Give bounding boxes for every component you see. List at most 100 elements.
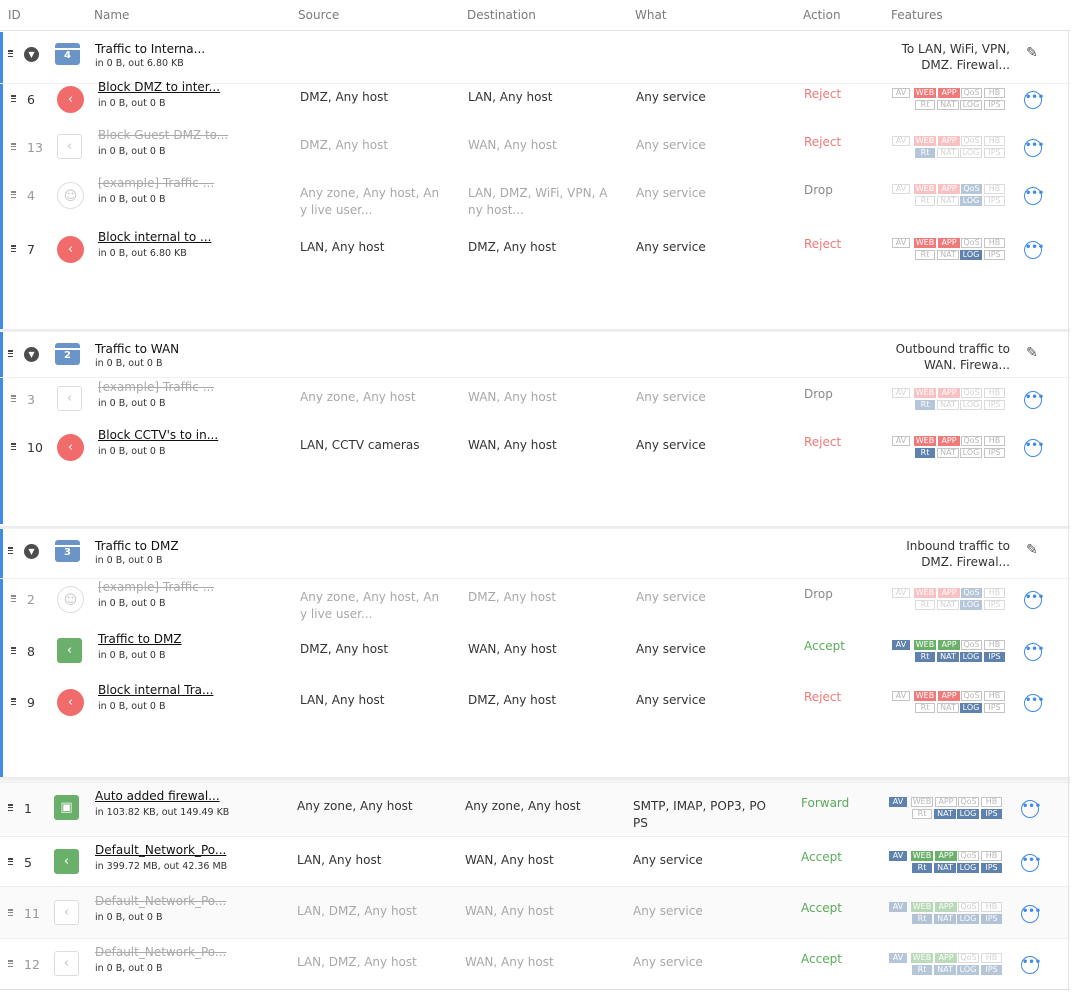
table-row[interactable]: 8 ‹ Traffic to DMZ in 0 B, out 0 B DMZ, Any … [3,626,1072,677]
drag-handle-icon[interactable] [11,647,16,656]
rule-action: Reject [804,690,842,704]
rule-name-link[interactable]: Default_Network_Po... [95,894,227,908]
feature-badge-ips: IPS [981,809,1002,819]
col-source[interactable]: Source [298,8,340,22]
rule-what-line: Any service [636,240,706,254]
table-row[interactable]: 9 ‹ Block internal Tra... in 0 B, out 0 B LA… [3,677,1072,728]
col-action[interactable]: Action [803,8,841,22]
rule-destination-line: LAN, DMZ, WiFi, VPN, A [468,186,608,200]
feature-badge-hb: HB [981,953,1002,963]
rule-name-link[interactable]: Block CCTV's to in... [98,428,219,442]
col-destination[interactable]: Destination [467,8,536,22]
chevron-down-icon[interactable]: ▼ [24,347,39,362]
pencil-icon[interactable]: ✎ [1026,542,1038,558]
rule-id: 1 [24,801,32,816]
table-row[interactable]: 5 ‹ Default_Network_Po... in 399.72 MB, out… [0,839,1070,887]
col-name[interactable]: Name [94,8,130,22]
rule-what-line: PS [633,816,648,830]
drag-handle-icon[interactable] [11,191,16,200]
rule-destination: WAN, Any host [465,954,554,971]
drag-handle-icon[interactable] [11,443,16,452]
rule-id: 7 [27,242,35,257]
more-icon[interactable]: ••• [1021,956,1041,974]
share-icon: ‹ [54,900,79,925]
more-icon[interactable]: ••• [1024,91,1044,109]
drag-handle-icon[interactable] [11,595,16,604]
feature-badge-rt: Rt [915,148,935,158]
more-icon[interactable]: ••• [1024,439,1044,457]
more-icon[interactable]: ••• [1024,241,1044,259]
rule-stats: in 0 B, out 0 B [98,446,166,457]
rule-action: Drop [804,183,833,197]
drag-handle-icon[interactable] [8,858,13,867]
more-icon[interactable]: ••• [1024,139,1044,157]
rule-name-link[interactable]: [example] Traffic ... [98,176,215,190]
pencil-icon[interactable]: ✎ [1026,345,1038,361]
table-row[interactable]: 10 ‹ Block CCTV's to in... in 0 B, out 0 B L… [3,424,1072,472]
drag-handle-icon[interactable] [8,547,13,556]
feature-badge-rt: Rt [915,703,935,713]
rule-source-line: DMZ, Any host [300,138,389,152]
rule-stats: in 0 B, out 0 B [98,194,166,205]
more-icon[interactable]: ••• [1021,800,1041,818]
table-row[interactable]: 4 ☺ [example] Traffic ... in 0 B, out 0 B An… [3,172,1072,220]
rule-name-link[interactable]: Default_Network_Po... [95,843,227,857]
more-icon[interactable]: ••• [1021,854,1041,872]
rule-name-link[interactable]: Default_Network_Po... [95,945,227,959]
more-icon[interactable]: ••• [1024,643,1044,661]
rule-what: Any service [633,954,703,971]
rule-action: Reject [804,237,842,251]
rule-name-link[interactable]: Block DMZ to inter... [98,80,221,94]
group-header[interactable]: ▼ 4 Traffic to Interna... in 0 B, out 6.80 … [0,32,1070,84]
drag-handle-icon[interactable] [11,95,16,104]
table-row[interactable]: 1 ▣ Auto added firewal... in 103.82 KB, out… [0,785,1070,833]
rule-what-line: Any service [636,693,706,707]
drag-handle-icon[interactable] [8,960,13,969]
more-icon[interactable]: ••• [1021,905,1041,923]
drag-handle-icon[interactable] [11,698,16,707]
more-icon[interactable]: ••• [1024,694,1044,712]
more-icon[interactable]: ••• [1024,187,1044,205]
more-icon[interactable]: ••• [1024,591,1044,609]
table-row[interactable]: 2 ☺ [example] Traffic ... in 0 B, out 0 B An… [3,574,1072,625]
table-row[interactable]: 12 ‹ Default_Network_Po... in 0 B, out 0 B L… [0,941,1070,989]
more-icon[interactable]: ••• [1024,391,1044,409]
rule-destination: DMZ, Any host [468,692,556,709]
table-row[interactable]: 7 ‹ Block internal to ... in 0 B, out 6.80 … [3,224,1072,276]
rule-name-link[interactable]: Block internal Tra... [98,683,214,697]
col-id[interactable]: ID [8,8,21,22]
drag-handle-icon[interactable] [8,909,13,918]
drag-handle-icon[interactable] [11,143,16,152]
table-row[interactable]: 6 ‹ Block DMZ to inter... in 0 B, out 0 B DM… [3,72,1072,127]
rule-name-link[interactable]: Auto added firewal... [95,789,220,803]
table-row[interactable]: 11 ‹ Default_Network_Po... in 0 B, out 0 B L… [0,889,1070,939]
col-what[interactable]: What [635,8,667,22]
group-name[interactable]: Traffic to DMZ [95,539,179,553]
chevron-down-icon[interactable]: ▼ [24,544,39,559]
feature-badge-hb: HB [984,388,1005,398]
group-header[interactable]: ▼ 3 Traffic to DMZ in 0 B, out 0 B Inbound t… [0,529,1070,579]
rule-what-line: Any service [633,955,703,969]
drag-handle-icon[interactable] [8,50,13,59]
chevron-down-icon[interactable]: ▼ [24,47,39,62]
rule-name-link[interactable]: Block internal to ... [98,230,212,244]
table-row[interactable]: 13 ‹ Block Guest DMZ to... in 0 B, out 0 B D… [3,124,1072,172]
feature-badge-ips: IPS [984,100,1005,110]
rule-stats: in 0 B, out 0 B [95,963,163,974]
drag-handle-icon[interactable] [11,245,16,254]
group-name[interactable]: Traffic to Interna... [95,42,206,56]
group-header[interactable]: ▼ 2 Traffic to WAN in 0 B, out 0 B Outbound … [0,332,1070,378]
group-name[interactable]: Traffic to WAN [95,342,180,356]
rule-name-link[interactable]: [example] Traffic ... [98,580,215,594]
rule-name-link[interactable]: Block Guest DMZ to... [98,128,229,142]
drag-handle-icon[interactable] [11,395,16,404]
rule-name-link[interactable]: Traffic to DMZ [98,632,182,646]
rule-id: 8 [27,644,35,659]
drag-handle-icon[interactable] [8,804,13,813]
col-features[interactable]: Features [891,8,943,22]
pencil-icon[interactable]: ✎ [1026,45,1038,61]
table-row[interactable]: 3 ‹ [example] Traffic ... in 0 B, out 0 B An… [3,376,1072,424]
drag-handle-icon[interactable] [8,350,13,359]
rule-name-link[interactable]: [example] Traffic ... [98,380,215,394]
